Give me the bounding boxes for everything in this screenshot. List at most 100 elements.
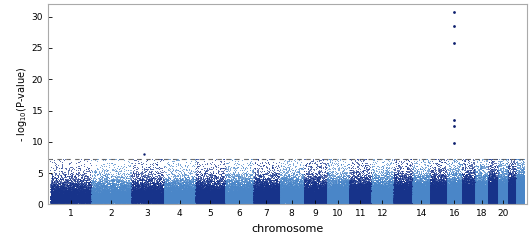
Point — [176, 200, 185, 203]
Point — [361, 194, 369, 198]
Point — [337, 198, 345, 202]
Point — [246, 195, 255, 199]
Point — [204, 196, 213, 200]
Point — [467, 193, 475, 197]
Point — [481, 198, 490, 201]
Point — [382, 161, 391, 165]
Point — [286, 198, 294, 202]
Point — [362, 199, 371, 203]
Point — [519, 193, 528, 197]
Point — [432, 181, 441, 184]
Point — [517, 200, 525, 204]
Point — [442, 177, 450, 181]
Point — [245, 196, 254, 200]
Point — [208, 198, 217, 202]
Point — [221, 186, 230, 190]
Point — [70, 198, 78, 202]
Point — [105, 201, 114, 204]
Point — [488, 196, 496, 200]
Point — [340, 198, 349, 202]
Point — [348, 198, 356, 201]
Point — [382, 183, 390, 187]
Point — [509, 199, 517, 203]
Point — [205, 200, 213, 204]
Point — [353, 188, 362, 192]
Point — [338, 195, 347, 199]
Point — [276, 189, 285, 193]
Point — [273, 192, 282, 195]
Point — [421, 200, 429, 204]
Point — [236, 199, 245, 203]
Point — [216, 198, 224, 202]
Point — [510, 198, 518, 202]
Point — [490, 196, 498, 200]
Point — [67, 197, 76, 201]
Point — [350, 189, 359, 193]
Point — [115, 193, 124, 196]
Point — [132, 189, 141, 193]
Point — [84, 178, 93, 182]
Point — [476, 190, 485, 193]
Point — [181, 199, 189, 203]
Point — [458, 197, 467, 201]
Point — [484, 200, 493, 203]
Point — [309, 183, 317, 187]
Point — [133, 196, 141, 200]
Point — [231, 199, 239, 203]
Point — [142, 196, 151, 199]
Point — [414, 195, 423, 199]
Point — [392, 196, 400, 200]
Point — [400, 190, 409, 193]
Point — [430, 198, 438, 201]
Point — [150, 196, 159, 200]
Point — [262, 196, 271, 200]
Point — [470, 189, 478, 193]
Point — [418, 196, 427, 200]
Point — [136, 187, 145, 191]
Point — [431, 196, 440, 199]
Point — [467, 197, 476, 201]
Point — [509, 197, 517, 201]
Point — [80, 196, 89, 200]
Point — [483, 196, 492, 200]
Point — [306, 194, 314, 198]
Point — [233, 199, 242, 203]
Point — [305, 192, 313, 196]
Point — [373, 192, 381, 196]
Point — [474, 196, 482, 200]
Point — [519, 195, 527, 199]
Point — [474, 187, 482, 190]
Point — [118, 195, 126, 199]
Point — [224, 196, 232, 200]
Point — [487, 189, 496, 193]
Point — [409, 193, 418, 197]
Point — [491, 195, 500, 199]
Point — [135, 183, 143, 187]
Point — [307, 190, 315, 194]
Point — [425, 198, 434, 202]
Point — [507, 195, 516, 199]
Point — [498, 188, 506, 192]
Point — [493, 193, 501, 197]
Point — [461, 192, 469, 196]
Point — [312, 196, 321, 200]
Point — [505, 196, 513, 199]
Point — [421, 189, 429, 193]
Point — [370, 197, 378, 201]
Point — [481, 195, 490, 199]
Point — [506, 193, 514, 197]
Point — [47, 195, 56, 199]
Point — [58, 199, 67, 203]
Point — [230, 174, 238, 177]
Point — [508, 179, 516, 183]
Point — [517, 200, 526, 204]
Point — [474, 201, 483, 204]
Point — [272, 192, 280, 196]
Point — [398, 197, 406, 201]
Point — [407, 197, 416, 201]
Point — [474, 200, 482, 204]
Point — [423, 200, 431, 204]
Point — [472, 188, 480, 192]
Point — [218, 193, 227, 196]
Point — [293, 187, 301, 191]
